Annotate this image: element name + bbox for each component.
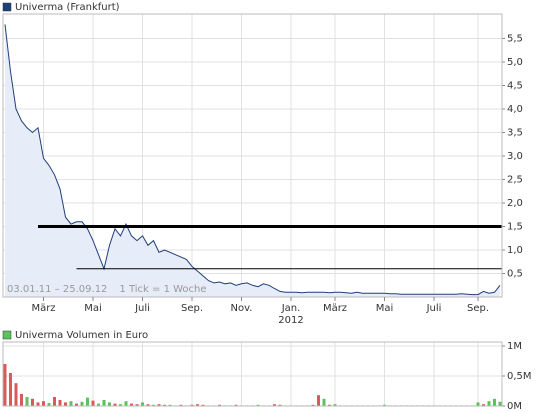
volume-bar: [141, 402, 144, 406]
plot-frame: [2, 13, 503, 298]
x-tick-label: Sep.: [467, 303, 489, 314]
volume-bar: [3, 364, 7, 406]
x-tick-label: Juli: [426, 303, 442, 314]
volume-bar: [135, 404, 139, 406]
volume-bar: [146, 404, 150, 406]
volume-bar: [20, 394, 23, 406]
legend-label: Univerma (Frankfurt): [15, 2, 120, 13]
volume-bar: [130, 403, 133, 406]
volume-bar: [317, 395, 320, 406]
y-tick-label: 2,5: [507, 175, 523, 186]
y-tick-label: 1,5: [507, 222, 523, 233]
volume-bar: [80, 401, 84, 406]
volume-bar: [75, 403, 78, 406]
volume-bar: [234, 404, 238, 406]
x-tick-label: Jan.: [281, 303, 301, 314]
volume-bar: [493, 398, 496, 406]
y-tick-label: 5,0: [507, 57, 523, 68]
y-tick-label: 0,5: [507, 269, 523, 280]
volume-bar: [58, 400, 62, 406]
volume-bar: [113, 403, 117, 406]
y-tick-label: 4,5: [507, 81, 523, 92]
price-line: [4, 24, 501, 296]
volume-bar: [152, 404, 155, 406]
volume-bar: [163, 404, 166, 406]
volume-bar: [108, 402, 111, 406]
volume-bar: [36, 402, 40, 406]
volume-bar: [47, 403, 51, 406]
x-tick-label: Mai: [376, 303, 394, 314]
y-tick-label: 0M: [507, 401, 522, 412]
y-tick-label: 0,5M: [507, 371, 532, 382]
x-tick-label: Mai: [84, 303, 102, 314]
legend-label: Univerma Volumen in Euro: [15, 330, 148, 341]
tick-note: 1 Tick = 1 Woche: [119, 284, 206, 295]
volume-bar: [102, 400, 106, 406]
x-tick-label: März: [323, 303, 347, 314]
volume-bar: [31, 398, 34, 406]
volume-bar: [157, 404, 161, 406]
volume-bar: [278, 404, 282, 406]
volume-bar: [322, 398, 326, 406]
volume-bar: [86, 397, 89, 406]
plot-frame: [2, 341, 503, 407]
volume-bar: [476, 402, 480, 406]
volume-bar: [487, 401, 491, 406]
volume-bar: [124, 401, 128, 406]
volume-bar: [190, 404, 194, 406]
volume-bar: [119, 404, 122, 406]
volume-bar: [498, 401, 502, 406]
volume-bar: [218, 404, 221, 406]
y-tick-label: 5,5: [507, 34, 523, 45]
volume-bar: [328, 404, 331, 406]
volume-bar: [91, 400, 95, 406]
y-tick-label: 2,0: [507, 198, 523, 209]
volume-bar: [69, 401, 73, 406]
volume-bar: [9, 373, 12, 406]
volume-bar: [64, 402, 67, 406]
volume-bar: [482, 404, 485, 406]
legend-swatch: [2, 330, 12, 340]
volume-bar: [256, 404, 260, 406]
legend-swatch: [2, 2, 12, 12]
y-tick-label: 4,0: [507, 104, 523, 115]
volume-bar: [196, 404, 199, 406]
volume-bar: [333, 404, 337, 406]
y-tick-label: 3,5: [507, 128, 523, 139]
volume-bar: [97, 403, 100, 406]
x-tick-label: Juli: [134, 303, 150, 314]
plot-background: [3, 342, 502, 406]
volume-bar: [53, 397, 56, 406]
date-range: 03.01.11 – 25.09.12: [7, 284, 107, 295]
y-tick-label: 1M: [507, 341, 522, 352]
year-label: 2012: [278, 315, 303, 326]
price-area: [5, 24, 500, 298]
y-tick-label: 3,0: [507, 151, 523, 162]
x-tick-label: Sep.: [181, 303, 203, 314]
x-tick-label: März: [31, 303, 55, 314]
volume-bar: [25, 397, 29, 406]
volume-bar: [42, 401, 45, 406]
x-tick-label: Nov.: [231, 303, 253, 314]
volume-bar: [383, 404, 386, 406]
volume-bar: [168, 404, 172, 406]
volume-bar: [201, 404, 205, 406]
volume-bar: [179, 404, 183, 406]
volume-bar: [311, 404, 315, 406]
volume-bar: [14, 383, 18, 406]
y-tick-label: 1,0: [507, 245, 523, 256]
volume-bar: [273, 404, 276, 406]
